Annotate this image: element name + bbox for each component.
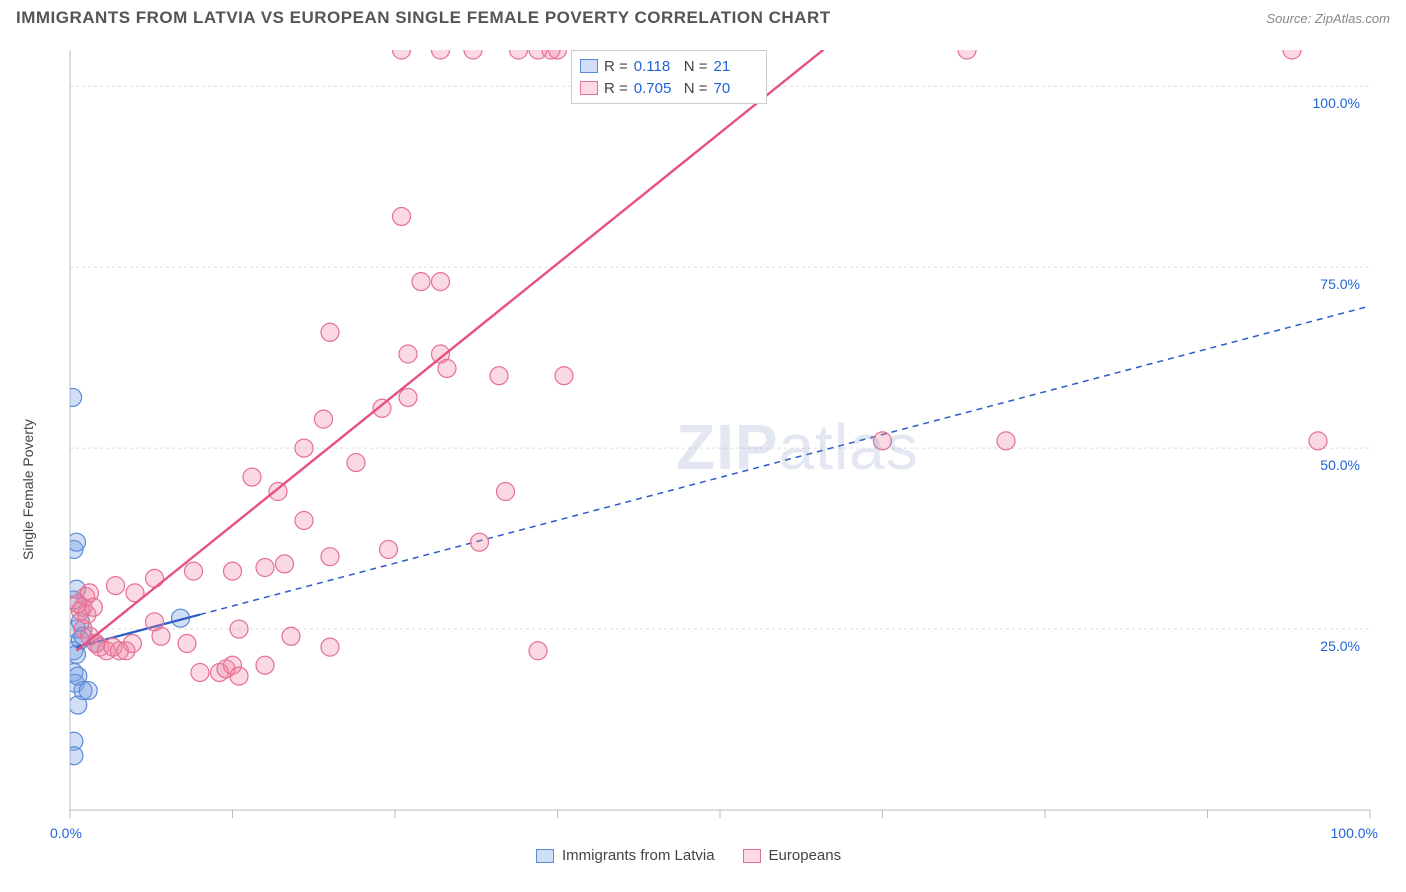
svg-text:0.0%: 0.0% <box>50 825 82 841</box>
svg-text:50.0%: 50.0% <box>1320 457 1360 473</box>
chart-svg: 25.0% 50.0% 75.0% 100.0% 0.0% 100.0% <box>16 40 1390 866</box>
legend-swatch <box>580 81 598 95</box>
legend-label: Europeans <box>769 847 842 864</box>
corr-n-value: 21 <box>714 58 758 75</box>
legend-swatch <box>536 849 554 863</box>
corr-r-label: R = <box>604 58 628 75</box>
corr-n-label: N = <box>684 58 708 75</box>
svg-text:75.0%: 75.0% <box>1320 276 1360 292</box>
legend-series: Immigrants from Latvia Europeans <box>536 847 841 864</box>
source-label: Source: <box>1266 11 1314 26</box>
corr-n-label: N = <box>684 80 708 97</box>
chart-area: Single Female Poverty ZIPatlas 25.0%50.0… <box>16 40 1390 866</box>
legend-corr-row: R = 0.118 N = 21 <box>580 55 758 77</box>
svg-text:100.0%: 100.0% <box>1313 95 1360 111</box>
legend-swatch <box>743 849 761 863</box>
source-value: ZipAtlas.com <box>1315 11 1390 26</box>
corr-n-value: 70 <box>714 80 758 97</box>
legend-correlation-box: R = 0.118 N = 21 R = 0.705 N = 70 <box>571 50 767 104</box>
corr-r-label: R = <box>604 80 628 97</box>
legend-item: Immigrants from Latvia <box>536 847 715 864</box>
corr-r-value: 0.705 <box>634 80 678 97</box>
svg-text:100.0%: 100.0% <box>1331 825 1378 841</box>
legend-label: Immigrants from Latvia <box>562 847 715 864</box>
legend-item: Europeans <box>743 847 842 864</box>
svg-text:25.0%: 25.0% <box>1320 638 1360 654</box>
y-axis-label: Single Female Poverty <box>20 419 36 560</box>
corr-r-value: 0.118 <box>634 58 678 75</box>
chart-source: Source: ZipAtlas.com <box>1266 11 1390 26</box>
legend-corr-row: R = 0.705 N = 70 <box>580 77 758 99</box>
chart-title: IMMIGRANTS FROM LATVIA VS EUROPEAN SINGL… <box>16 8 831 28</box>
legend-swatch <box>580 59 598 73</box>
